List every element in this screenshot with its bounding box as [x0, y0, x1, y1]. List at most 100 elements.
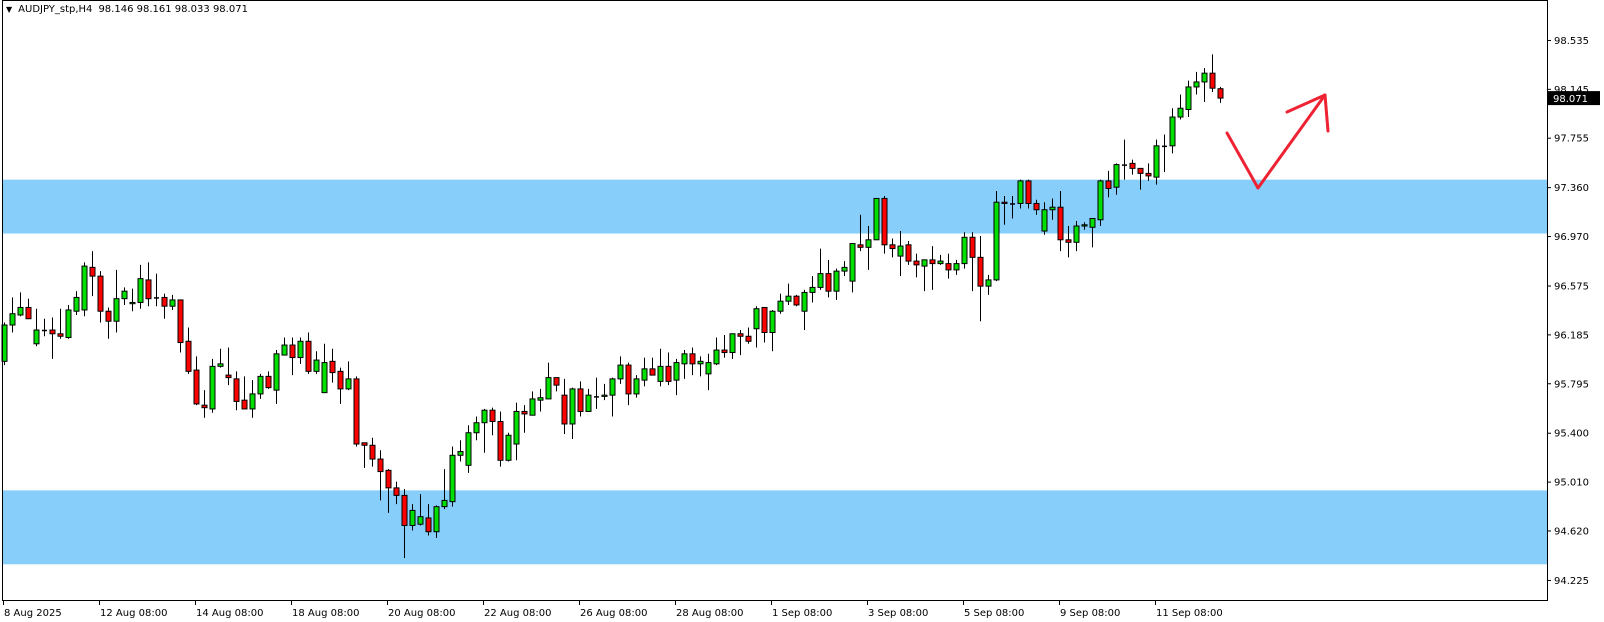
candle [841, 261, 848, 277]
candle [265, 371, 272, 389]
candle-body-bear [929, 259, 936, 265]
resistance-zone[interactable] [3, 179, 1547, 234]
candle-body-bull [777, 300, 784, 312]
candle [209, 358, 216, 413]
candle-body-bear [377, 458, 384, 473]
current-price-marker: 98.071 [1548, 91, 1600, 106]
time-axis[interactable]: 8 Aug 2025 12 Aug 08:00 14 Aug 08:00 18 Aug… [3, 600, 1223, 619]
candle [577, 381, 584, 417]
price-tick-label: 94.225 [1554, 576, 1589, 587]
candle-body-bull [537, 397, 544, 401]
candle-body-bull [505, 434, 512, 461]
zones-layer [3, 179, 1547, 565]
candle-body-bull [529, 398, 536, 416]
candle-body-bear [1217, 88, 1224, 99]
candle [337, 367, 344, 404]
red-arrow-annotation[interactable] [1225, 93, 1330, 190]
candle-body-bull [617, 364, 624, 380]
candle [481, 408, 488, 453]
candle [793, 294, 800, 307]
candle [281, 337, 288, 356]
candle-body-bull [993, 201, 1000, 281]
candle-body-bull [281, 344, 288, 356]
candle [529, 391, 536, 416]
support-zone[interactable] [3, 490, 1547, 565]
price-axis[interactable]: 98.535 98.145 97.755 97.360 96.970 96.575 96.1… [1547, 36, 1589, 587]
candle [769, 309, 776, 352]
candle-body-bear [233, 378, 240, 402]
candle-body-bull [33, 329, 40, 345]
price-tick-label: 95.400 [1554, 429, 1589, 440]
candle-body-bull [273, 353, 280, 391]
candle-body-bear [329, 360, 336, 374]
current-price-label: 98.071 [1553, 94, 1588, 105]
candle-body-bull [81, 265, 88, 311]
candle [169, 294, 176, 310]
candle-body-bull [673, 362, 680, 381]
candle-body-bull [921, 259, 928, 267]
candle [721, 335, 728, 358]
candle [937, 254, 944, 265]
candle [1073, 221, 1080, 252]
candle-body-bear [161, 296, 168, 307]
candle [473, 416, 480, 441]
candle [441, 469, 448, 510]
candle-body-bear [25, 306, 32, 320]
candle [953, 259, 960, 275]
candle [497, 411, 504, 467]
price-tick-label: 94.620 [1554, 526, 1589, 537]
candle-body-bull [1193, 81, 1200, 88]
candle [1033, 199, 1040, 215]
candle-body-bull [345, 378, 352, 390]
candle [705, 353, 712, 391]
candle-body-bull [841, 266, 848, 272]
candle [97, 271, 104, 323]
candle-body-bull [129, 301, 136, 305]
candle-body-bear [745, 335, 752, 342]
candle [633, 375, 640, 398]
candle-body-bull [865, 239, 872, 248]
candle [761, 306, 768, 343]
candle-body-bull [545, 377, 552, 400]
candle [1065, 226, 1072, 258]
price-tick-label: 95.795 [1554, 379, 1589, 390]
candle [945, 253, 952, 279]
candle-body-bull [1201, 72, 1208, 83]
candle [9, 297, 16, 333]
triangle-down-icon[interactable]: ▼ [6, 5, 13, 14]
candle-body-bear [1129, 162, 1136, 169]
candle [1153, 139, 1160, 185]
candle [321, 343, 328, 394]
candle-body-bear [1001, 201, 1008, 204]
candle-body-bull [785, 295, 792, 302]
candle-body-bull [17, 306, 24, 316]
candle [42, 318, 47, 337]
candle-body-bear [969, 236, 976, 258]
candle-body-bear [177, 299, 184, 344]
candle-body-bull [1049, 206, 1056, 211]
candle [594, 377, 599, 409]
candle-body-bear [1065, 239, 1072, 243]
candle-body-bear [337, 370, 344, 390]
candle [249, 380, 256, 418]
candle [73, 291, 80, 315]
candle [561, 378, 568, 434]
candles-layer [1, 54, 1224, 559]
candle-body-bear [225, 374, 232, 379]
candle-body-bear [793, 295, 800, 306]
candle-body-bull [441, 499, 448, 508]
candle [361, 442, 368, 468]
candle [1057, 190, 1064, 252]
time-tick-label: 14 Aug 08:00 [196, 608, 263, 619]
candle [313, 351, 320, 374]
candle-body-bull [897, 245, 904, 257]
candle-body-bear [185, 340, 192, 372]
arrow-head [1285, 93, 1330, 133]
candle [193, 356, 200, 406]
candle [897, 231, 904, 277]
candle [745, 327, 752, 344]
candle-body-bear [497, 420, 504, 461]
candle-body-bear [265, 375, 272, 389]
candle [993, 190, 1000, 282]
